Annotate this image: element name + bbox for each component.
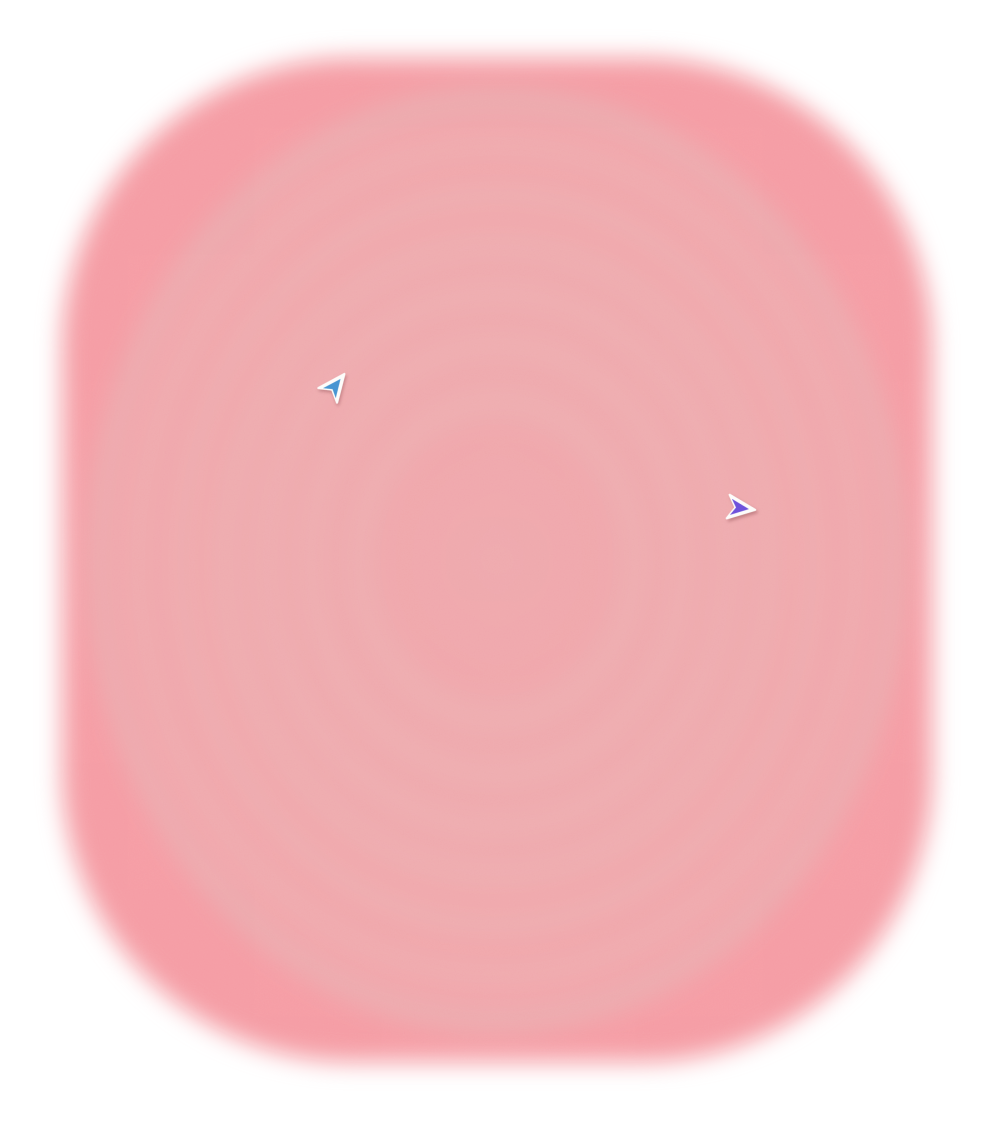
grain-layer: [62, 58, 932, 1062]
purple-cursor-fill: [729, 498, 749, 515]
purple-cursor-outline-stroke: [725, 493, 757, 520]
purple-pointer-cursor-icon: [725, 493, 757, 520]
pink-glow-blob: [62, 58, 932, 1062]
blue-cursor-fill: [323, 378, 341, 399]
blob-grain-texture: [62, 58, 932, 1062]
blue-pointer-cursor-icon: [317, 372, 346, 404]
blue-cursor-outline-stroke: [317, 372, 346, 404]
